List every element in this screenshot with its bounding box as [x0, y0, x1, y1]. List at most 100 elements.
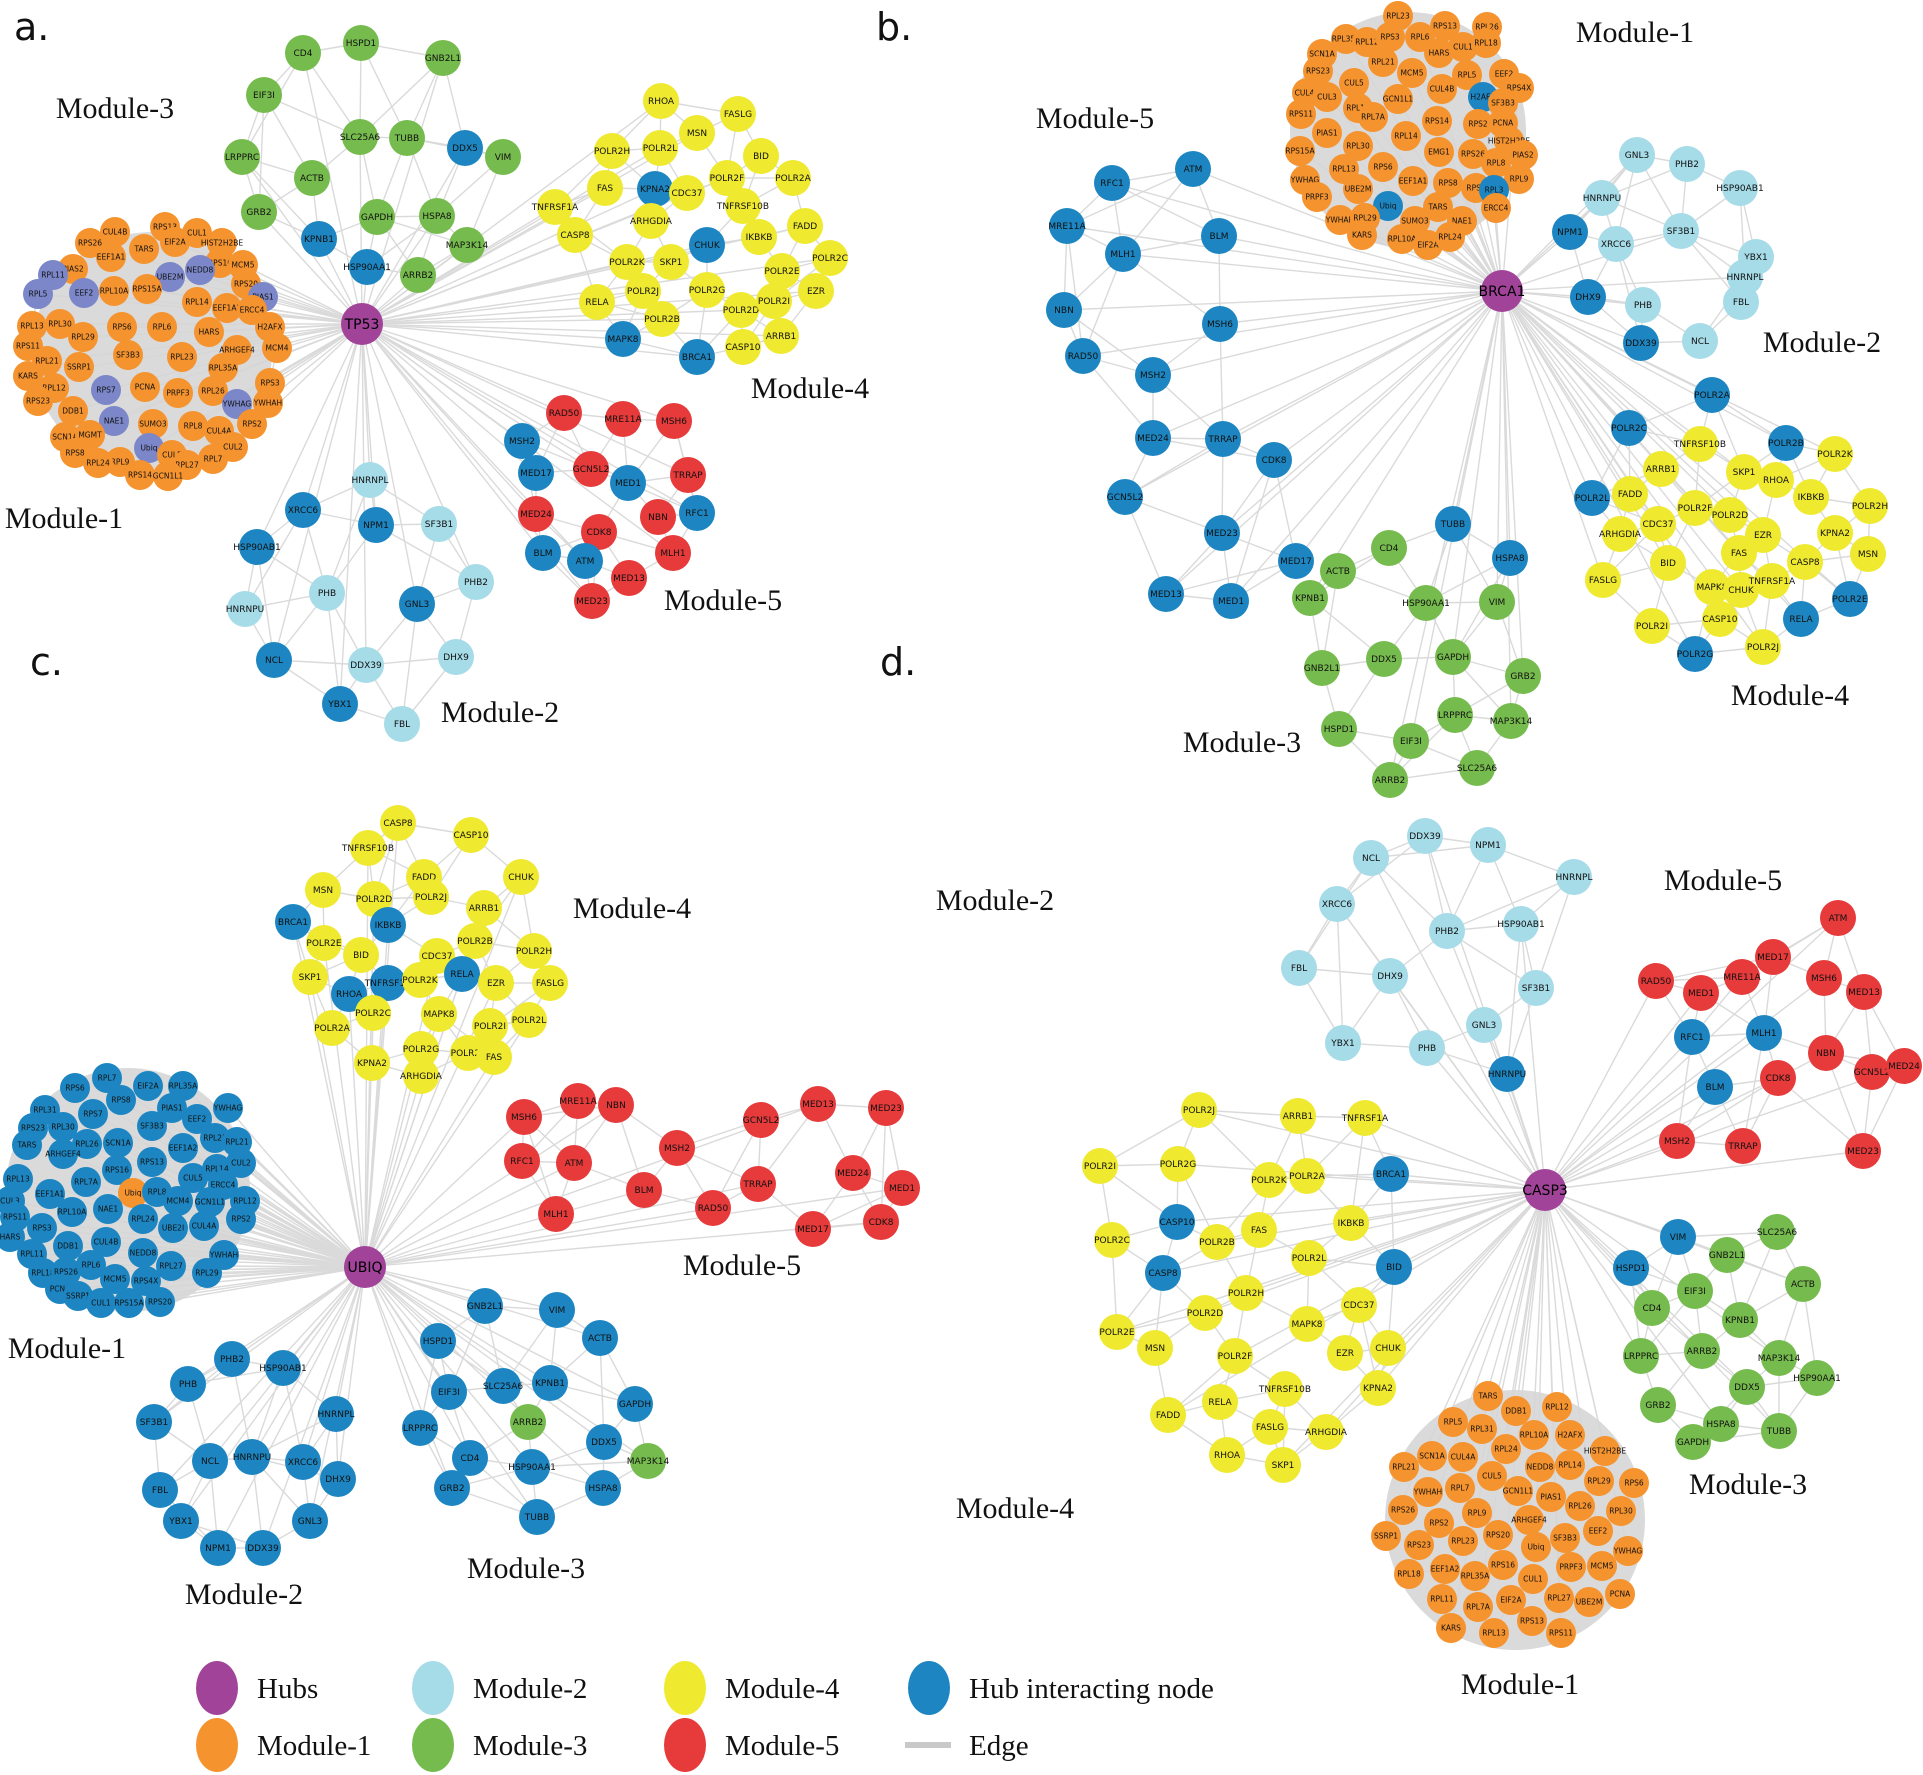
node-label: HIST2H2BE	[1488, 137, 1531, 146]
hub-edge	[217, 1266, 366, 1549]
node-label: PHB2	[464, 578, 488, 588]
node	[720, 96, 756, 132]
hub-edge	[1501, 290, 1696, 655]
node	[1252, 1409, 1288, 1445]
node-label: RPL13	[6, 1175, 30, 1184]
node-label: HNRNPU	[226, 605, 265, 615]
node-label: POLR2F	[710, 174, 745, 184]
node	[1612, 476, 1648, 512]
node-label: ARHGEF4	[219, 346, 255, 355]
node-label: RPL27	[159, 1262, 183, 1271]
node-label: MRE11A	[604, 415, 642, 425]
node-label: RPS2	[231, 1215, 250, 1224]
node	[292, 959, 328, 995]
edge	[880, 1107, 887, 1223]
node	[835, 1155, 871, 1191]
hub-edge	[244, 1200, 366, 1268]
node	[226, 1204, 256, 1234]
node-label: XRCC6	[1322, 900, 1353, 910]
node	[1785, 1266, 1821, 1302]
node-label: GAPDH	[361, 213, 393, 223]
node	[1817, 515, 1853, 551]
module-label: Module-2	[1763, 326, 1881, 359]
node-label: NPM1	[1475, 841, 1501, 851]
node-label: Ubiq	[124, 1189, 141, 1198]
node-label: RPS16	[105, 1166, 129, 1175]
node-label: SLC25A6	[340, 133, 381, 143]
node-label: RPL21	[35, 357, 59, 366]
node	[1391, 121, 1421, 151]
edge	[531, 1460, 649, 1468]
node	[605, 321, 641, 357]
node-label: SUMO3	[1401, 217, 1429, 226]
node	[485, 139, 521, 175]
module-label: Module-3	[1183, 726, 1301, 759]
node	[643, 83, 679, 119]
node-label: LRPPRC	[403, 1424, 437, 1434]
node-label: FBL	[1291, 964, 1307, 974]
hub-edge	[1544, 1086, 1716, 1191]
hub-edge	[359, 136, 363, 325]
legend: Hubs Module-1 Module-2 Module-3 Module-4 Modu…	[196, 1661, 1214, 1772]
node-label: RPL35A	[209, 364, 238, 373]
node-label: MED13	[1150, 590, 1182, 600]
node-label: CUL1	[91, 1299, 111, 1308]
node-label: POLR2H	[1228, 1289, 1264, 1299]
hub-edge	[1176, 1189, 1546, 1223]
node	[130, 372, 160, 402]
node	[506, 1099, 542, 1135]
node-label: YBX1	[327, 700, 352, 710]
node	[1430, 1554, 1460, 1584]
legend-label: Module-1	[257, 1730, 371, 1762]
node	[1319, 886, 1355, 922]
node	[198, 444, 228, 474]
node	[1503, 1476, 1533, 1506]
node	[343, 25, 379, 61]
node	[1372, 958, 1408, 994]
node-label: Ubiq	[1527, 1543, 1544, 1552]
label-layer: Module-3 Module-4 Module-1 Module-2 Module-5…	[5, 5, 1881, 1701]
node-label: RPL23	[170, 353, 194, 362]
hub-edge	[262, 1266, 366, 1549]
node	[1394, 1559, 1424, 1589]
node	[1398, 166, 1428, 196]
node	[155, 262, 185, 292]
node	[349, 249, 385, 285]
node	[1135, 357, 1171, 393]
node	[1684, 1333, 1720, 1369]
node-label: RPL13	[1482, 1629, 1506, 1638]
hub-node	[1481, 270, 1523, 312]
hub-edge	[1501, 290, 1851, 600]
node-label: EIF3I	[1400, 737, 1422, 747]
node	[1496, 1585, 1526, 1615]
node-label: PCNA	[135, 383, 156, 392]
node-label: ARHGDIA	[1599, 530, 1642, 540]
node-label: RPL7A	[74, 1178, 99, 1187]
node-label: RPS7	[96, 386, 115, 395]
hub-edge	[364, 1266, 558, 1311]
node	[1209, 1437, 1245, 1473]
node	[1492, 540, 1528, 576]
edge	[1777, 1077, 1864, 1152]
node	[192, 1443, 228, 1479]
node	[1504, 164, 1534, 194]
node	[402, 962, 438, 998]
node	[518, 496, 554, 532]
node-label: HSP90AB1	[259, 1364, 306, 1374]
node-label: MED24	[1137, 434, 1169, 444]
node-label: POLR2L	[643, 144, 678, 154]
node	[516, 933, 552, 969]
node-label: YBX1	[1743, 253, 1768, 263]
node	[137, 1111, 167, 1141]
node	[1339, 68, 1369, 98]
node-label: PIAS1	[252, 293, 274, 302]
node	[226, 1148, 256, 1178]
node-label: SKP1	[1733, 468, 1756, 478]
node-label: FBL	[1733, 298, 1749, 308]
node-label: HARS	[0, 1233, 21, 1242]
node	[1148, 576, 1184, 612]
node-label: GCN5L2	[573, 465, 609, 475]
hub-edge	[364, 876, 522, 1268]
node	[100, 217, 130, 247]
node-label: RPS15A	[114, 1299, 144, 1308]
